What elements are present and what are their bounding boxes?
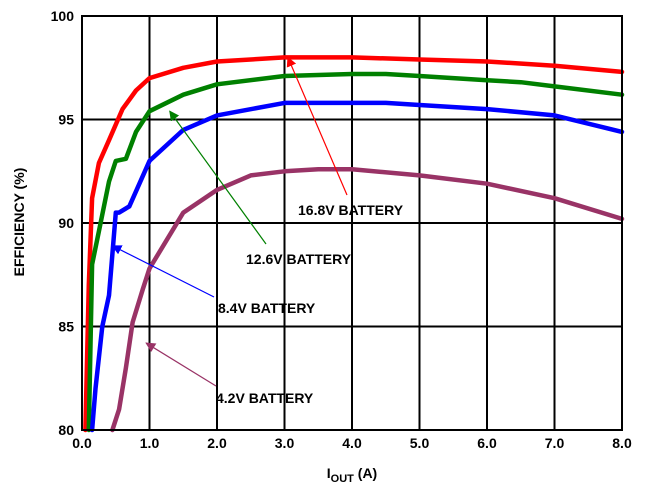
x-tick-label: 5.0 (410, 435, 430, 451)
x-tick-label: 3.0 (275, 435, 295, 451)
x-axis-label: IOUT (A) (327, 465, 377, 485)
x-tick-label: 0.0 (72, 435, 92, 451)
x-axis-label-unit: (A) (354, 465, 377, 481)
annotation-label: 12.6V BATTERY (246, 251, 352, 267)
x-axis-label-main: I (327, 465, 331, 481)
y-tick-label: 95 (58, 112, 74, 128)
annotation-label: 4.2V BATTERY (216, 390, 314, 406)
annotations: 16.8V BATTERY 12.6V BATTERY 8.4V BATTERY 4.… (111, 56, 404, 406)
series-line-8-4v (89, 100, 625, 433)
series-line-12-6v (86, 71, 625, 433)
y-tick-labels: 80 85 90 95 100 (51, 8, 75, 438)
x-tick-label: 7.0 (545, 435, 565, 451)
y-tick-label: 80 (58, 422, 74, 438)
annotation-arrow (145, 342, 217, 387)
x-tick-label: 8.0 (612, 435, 632, 451)
y-tick-label: 100 (51, 8, 75, 24)
annotation-label: 16.8V BATTERY (298, 202, 404, 218)
annotation-arrow (169, 110, 267, 245)
series-lines (83, 55, 625, 433)
grid (81, 15, 623, 431)
annotation-arrow (111, 245, 215, 298)
series-line-16-8v (83, 55, 625, 433)
x-tick-label: 1.0 (140, 435, 160, 451)
x-tick-label: 6.0 (477, 435, 497, 451)
y-tick-label: 90 (58, 215, 74, 231)
y-tick-label: 85 (58, 319, 74, 335)
plot-frame (81, 15, 623, 431)
x-axis-label-sub: OUT (331, 473, 355, 485)
x-tick-label: 2.0 (207, 435, 227, 451)
annotation-label: 8.4V BATTERY (218, 300, 316, 316)
x-tick-labels: 0.0 1.0 2.0 3.0 4.0 5.0 6.0 7.0 8.0 (72, 435, 632, 451)
annotation-arrow (286, 56, 348, 196)
x-tick-label: 4.0 (342, 435, 362, 451)
y-axis-label: EFFICIENCY (%) (11, 168, 27, 277)
series-line-4-2v (110, 166, 625, 433)
